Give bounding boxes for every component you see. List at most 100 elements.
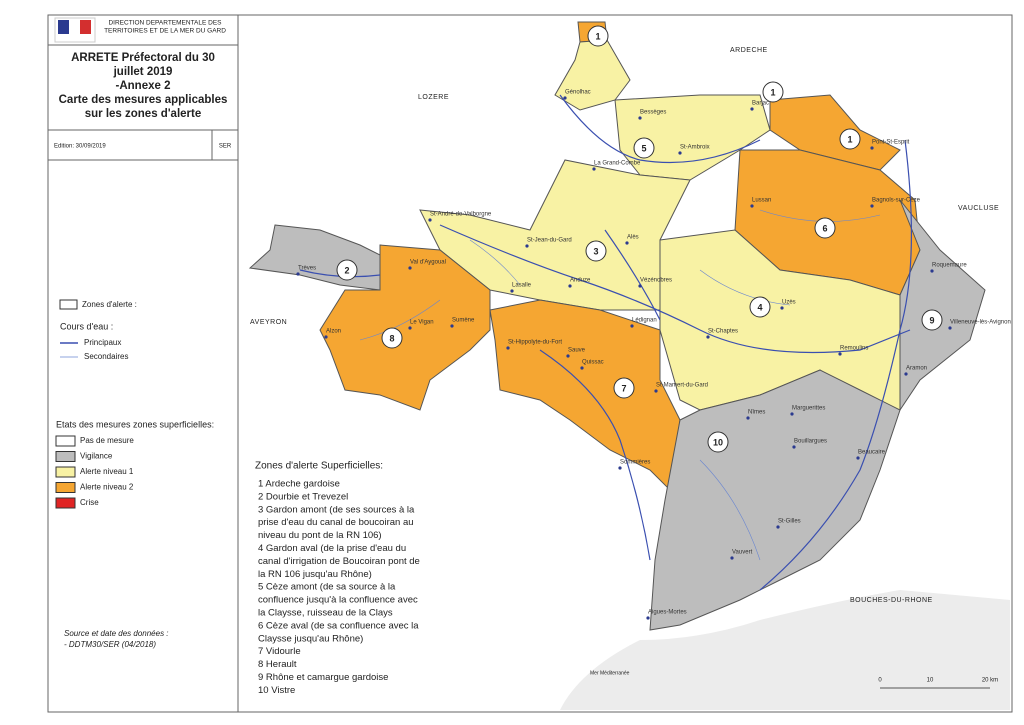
- town-dot: [592, 167, 596, 171]
- state-swatch: [55, 451, 76, 462]
- town-label: St-André-de-Valborgne: [430, 212, 492, 218]
- town-dot: [904, 372, 908, 376]
- zone-marker-label: 1: [595, 31, 600, 41]
- town-dot: [428, 218, 432, 222]
- state-label: Crise: [80, 498, 99, 507]
- legend-states-title: Etats des mesures zones superficielles:: [56, 419, 214, 429]
- town-label: Trèves: [298, 266, 316, 272]
- zone-marker-label: 1: [847, 134, 852, 144]
- neighbor-label: VAUCLUSE: [958, 205, 999, 212]
- zone-list-line: 8 Herault: [258, 659, 297, 670]
- town-dot: [638, 284, 642, 288]
- sea-label: Mer Méditerranée: [590, 670, 630, 676]
- zone-marker-circle: [749, 296, 771, 318]
- zone-list-line: 10 Vistre: [258, 685, 295, 696]
- zone-area: [554, 39, 631, 111]
- zone-marker: 2: [336, 259, 358, 281]
- town-dot: [618, 466, 622, 470]
- town-dot: [706, 335, 710, 339]
- town-label: Roquemaure: [932, 263, 967, 269]
- town-label: Bagnols-sur-Cèze: [872, 198, 921, 204]
- zone-list-line: 6 Cèze aval (de sa confluence avec la: [258, 620, 419, 631]
- state-label: Alerte niveau 1: [80, 467, 134, 476]
- zone-marker-circle: [921, 309, 943, 331]
- zone-marker: 6: [814, 217, 836, 239]
- town-dot: [750, 204, 754, 208]
- logo-flag: [80, 20, 91, 34]
- town-label: Bouillargues: [794, 439, 827, 445]
- town-label: Sauve: [568, 348, 586, 354]
- town-label: St-Jean-du-Gard: [527, 238, 572, 244]
- zone-list-line: 4 Gardon aval (de la prise d'eau du: [258, 543, 406, 554]
- zone-marker-label: 9: [929, 315, 934, 325]
- zone-marker-circle: [585, 240, 607, 262]
- neighbor-label: BOUCHES-DU-RHONE: [850, 597, 933, 604]
- zone-marker-label: 2: [344, 265, 349, 275]
- zone-marker: 9: [921, 309, 943, 331]
- town-label: St-Chaptes: [708, 329, 738, 335]
- town-label: Beaucaire: [858, 450, 886, 456]
- source: Source et date des données :: [64, 629, 169, 638]
- town-dot: [930, 269, 934, 273]
- zone-marker-label: 1: [770, 87, 775, 97]
- town-dot: [870, 204, 874, 208]
- neighbor-label: AVEYRON: [250, 319, 287, 326]
- zone-marker-circle: [587, 25, 609, 47]
- zone-marker: 1: [762, 81, 784, 103]
- town-label: Lasalle: [512, 283, 532, 289]
- town-dot: [566, 354, 570, 358]
- zone-list-line: 1 Ardeche gardoise: [258, 479, 340, 490]
- title: juillet 2019: [113, 66, 173, 78]
- town-dot: [525, 244, 529, 248]
- edition: Edition: 30/09/2019: [54, 144, 106, 150]
- zone-marker-label: 6: [822, 223, 827, 233]
- neighbor-label: ARDECHE: [730, 47, 768, 54]
- sea: [560, 590, 1010, 710]
- zone-marker-label: 5: [641, 143, 646, 153]
- zone-list-line: confluence jusqu'à la confluence avec: [258, 595, 418, 606]
- town-label: Sumène: [452, 318, 475, 324]
- scale-label: 20 km: [982, 678, 998, 684]
- zone-marker-circle: [814, 217, 836, 239]
- town-dot: [870, 146, 874, 150]
- zone-list-line: niveau du pont de la RN 106): [258, 530, 382, 541]
- zone-marker: 3: [585, 240, 607, 262]
- town-dot: [296, 272, 300, 276]
- town-dot: [580, 366, 584, 370]
- state-swatch: [55, 482, 76, 493]
- zone-list-line: 5 Cèze amont (de sa source à la: [258, 582, 396, 593]
- town-dot: [568, 284, 572, 288]
- town-dot: [780, 306, 784, 310]
- town-label: Le Vigan: [410, 320, 434, 326]
- town-dot: [776, 525, 780, 529]
- zone-marker-label: 3: [593, 246, 598, 256]
- town-label: Remoulins: [840, 346, 868, 352]
- town-label: Alès: [627, 235, 639, 241]
- town-dot: [563, 96, 567, 100]
- zone-list-line: prise d'eau du canal de boucoiran au: [258, 517, 414, 528]
- org-name: DIRECTION DEPARTEMENTALE DES: [108, 20, 222, 27]
- zone-marker-circle: [336, 259, 358, 281]
- town-dot: [408, 326, 412, 330]
- town-label: Vauvert: [732, 550, 753, 556]
- zone-list-line: canal d'irrigation de Boucoiran pont de: [258, 556, 420, 567]
- town-label: Sommières: [620, 460, 650, 466]
- scale-label: 0: [878, 678, 882, 684]
- title: Carte des mesures applicables: [59, 94, 228, 106]
- source: - DDTM30/SER (04/2018): [64, 640, 156, 649]
- town-label: La Grand-Combe: [594, 161, 641, 167]
- town-dot: [746, 416, 750, 420]
- town-label: Lussan: [752, 198, 771, 204]
- town-label: Uzès: [782, 300, 796, 306]
- town-label: Génolhac: [565, 90, 591, 96]
- town-dot: [678, 151, 682, 155]
- town-label: Quissac: [582, 360, 604, 366]
- zone-marker-circle: [707, 431, 729, 453]
- town-label: Val d'Aygoual: [410, 260, 446, 266]
- town-label: St-Hippolyte-du-Fort: [508, 340, 562, 346]
- zone-area: [489, 299, 681, 492]
- zone-marker-label: 10: [713, 437, 723, 447]
- scale-label: 10: [927, 678, 934, 684]
- zone-area: [899, 199, 986, 412]
